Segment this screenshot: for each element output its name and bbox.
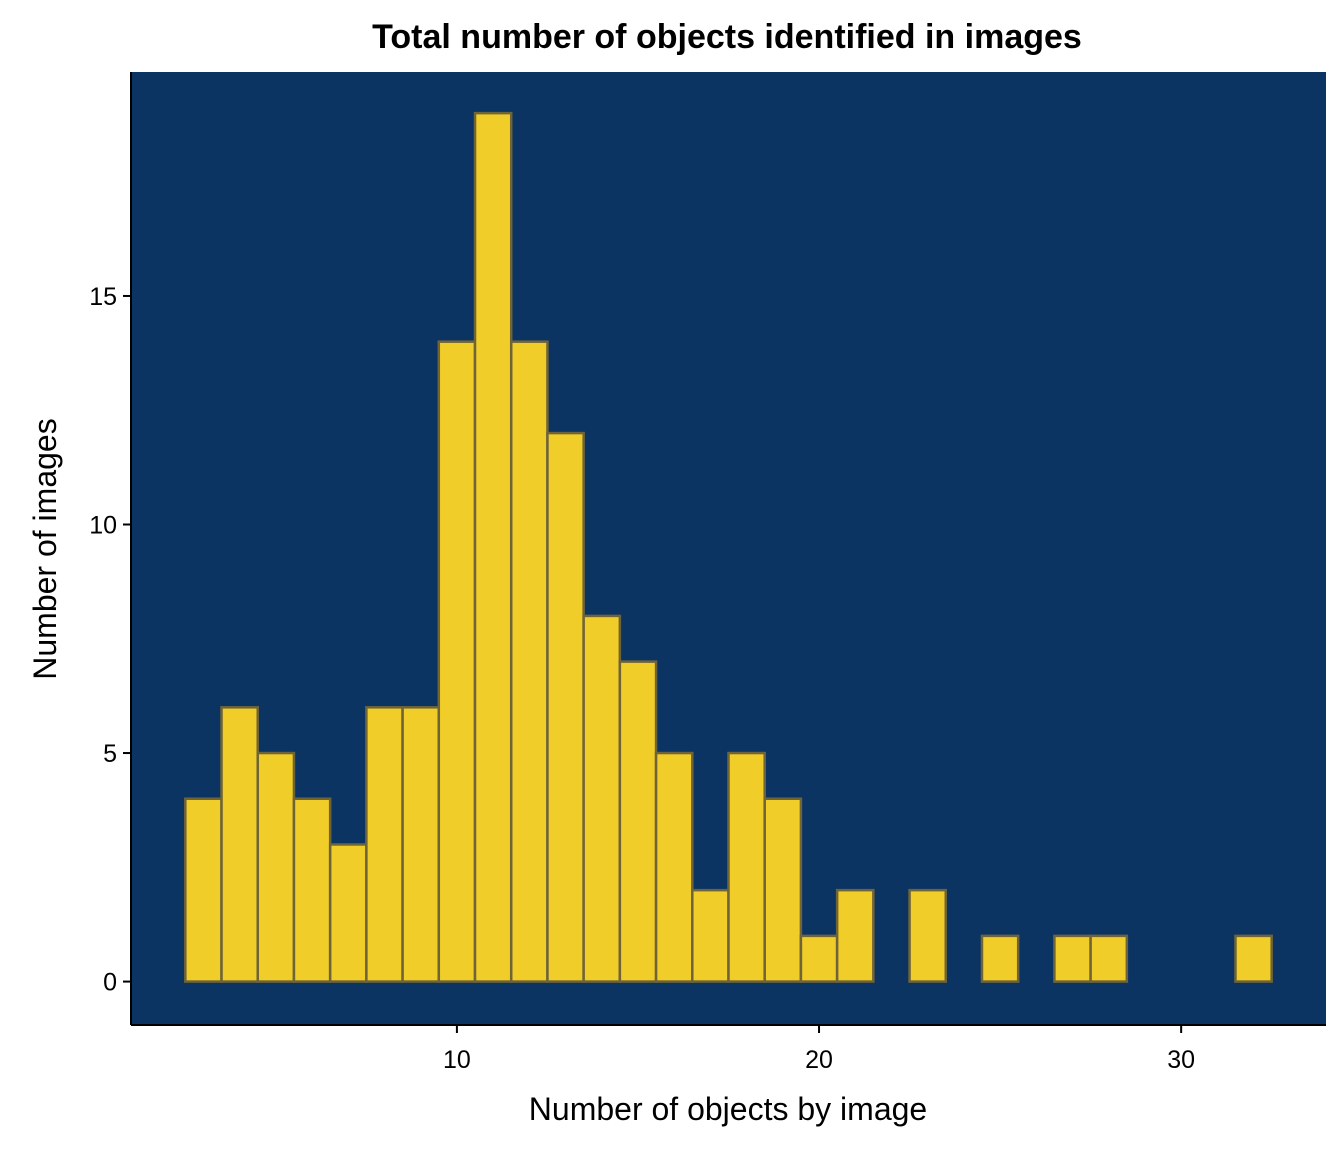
chart-title: Total number of objects identified in im… — [372, 18, 1082, 56]
histogram-bar — [328, 843, 368, 983]
histogram-bar — [1089, 934, 1129, 983]
histogram-bar — [220, 706, 259, 983]
y-tick-label: 10 — [89, 512, 117, 540]
histogram-bar — [1053, 934, 1092, 983]
histogram-bar — [727, 751, 766, 983]
y-tick-label: 15 — [89, 283, 117, 311]
y-tick-label: 0 — [103, 969, 117, 997]
y-axis-label: Number of images — [27, 418, 63, 679]
histogram-bar — [582, 614, 622, 983]
histogram-bar — [691, 888, 730, 983]
histogram-bar — [763, 797, 803, 983]
y-tick-label: 5 — [103, 740, 117, 768]
histogram-bar — [835, 888, 875, 983]
histogram-bar — [292, 797, 332, 983]
histogram-bar — [618, 660, 658, 983]
histogram-bar — [256, 751, 296, 983]
histogram-bar — [184, 797, 223, 983]
histogram-bar — [799, 934, 839, 983]
x-axis-ticks: 10 20 30 — [443, 1025, 1195, 1074]
histogram-bar — [980, 934, 1020, 983]
histogram-bar — [908, 888, 948, 983]
histogram-bar — [1234, 934, 1273, 983]
x-tick-label: 10 — [443, 1046, 471, 1074]
x-axis-label: Number of objects by image — [529, 1091, 927, 1127]
histogram-bar — [437, 340, 477, 983]
x-tick-label: 20 — [805, 1046, 833, 1074]
x-tick-label: 30 — [1167, 1046, 1195, 1074]
bars-group — [184, 111, 1273, 983]
histogram-bar — [473, 111, 513, 983]
histogram-bar — [509, 340, 549, 983]
histogram-bar — [654, 751, 694, 983]
y-axis-ticks: 0 5 10 15 — [89, 283, 131, 997]
histogram-bar — [365, 706, 404, 983]
histogram-bar — [546, 431, 585, 983]
histogram-bar — [401, 706, 441, 983]
